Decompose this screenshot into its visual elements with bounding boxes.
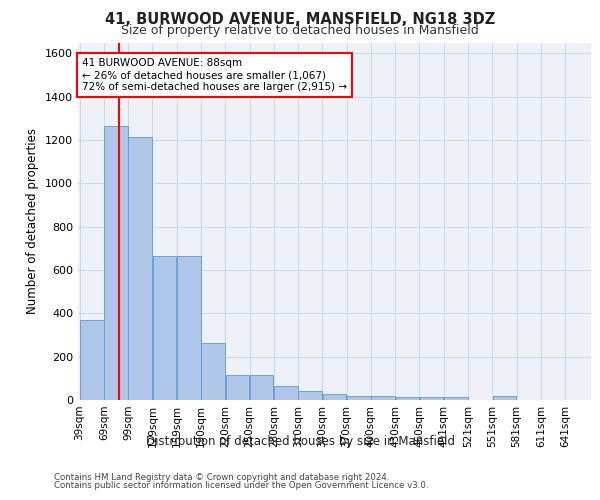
Text: 41 BURWOOD AVENUE: 88sqm
← 26% of detached houses are smaller (1,067)
72% of sem: 41 BURWOOD AVENUE: 88sqm ← 26% of detach…	[82, 58, 347, 92]
Text: Contains HM Land Registry data © Crown copyright and database right 2024.: Contains HM Land Registry data © Crown c…	[54, 472, 389, 482]
Bar	[153, 256, 176, 400]
Bar	[444, 397, 467, 400]
Bar	[274, 386, 298, 400]
Bar	[371, 396, 395, 400]
Bar	[202, 342, 225, 400]
Bar	[493, 396, 516, 400]
Bar	[395, 397, 419, 400]
Bar	[80, 320, 104, 400]
Bar	[250, 375, 274, 400]
Bar	[104, 126, 128, 400]
Bar	[298, 392, 322, 400]
Y-axis label: Number of detached properties: Number of detached properties	[26, 128, 40, 314]
Text: 41, BURWOOD AVENUE, MANSFIELD, NG18 3DZ: 41, BURWOOD AVENUE, MANSFIELD, NG18 3DZ	[105, 12, 495, 28]
Text: Distribution of detached houses by size in Mansfield: Distribution of detached houses by size …	[146, 435, 455, 448]
Text: Size of property relative to detached houses in Mansfield: Size of property relative to detached ho…	[121, 24, 479, 37]
Bar	[323, 394, 346, 400]
Bar	[177, 256, 200, 400]
Bar	[347, 396, 371, 400]
Bar	[128, 136, 152, 400]
Bar	[226, 375, 249, 400]
Text: Contains public sector information licensed under the Open Government Licence v3: Contains public sector information licen…	[54, 481, 428, 490]
Bar	[420, 397, 443, 400]
